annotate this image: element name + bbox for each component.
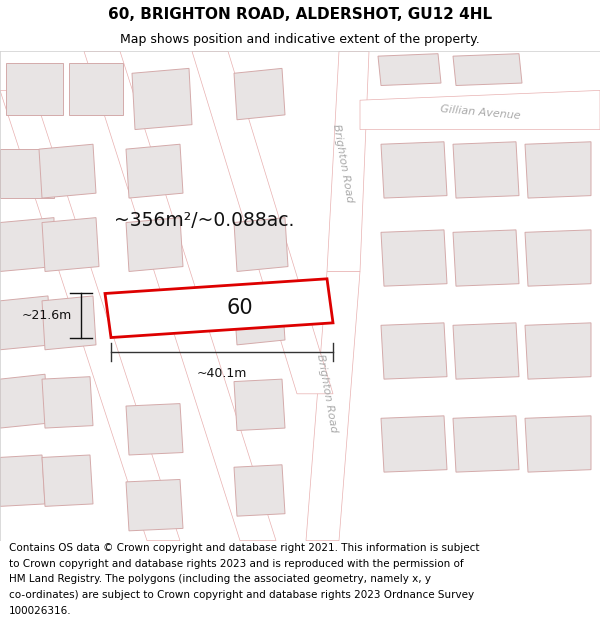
Polygon shape [306, 271, 360, 541]
Polygon shape [126, 217, 183, 271]
Polygon shape [69, 64, 123, 115]
Polygon shape [126, 479, 183, 531]
Polygon shape [42, 296, 96, 350]
Polygon shape [6, 64, 63, 115]
Polygon shape [525, 142, 591, 198]
Polygon shape [453, 230, 519, 286]
Polygon shape [126, 404, 183, 455]
Text: 100026316.: 100026316. [9, 606, 71, 616]
Polygon shape [327, 51, 369, 271]
Polygon shape [192, 51, 333, 394]
Text: 60: 60 [227, 298, 253, 318]
Polygon shape [42, 377, 93, 428]
Polygon shape [234, 296, 285, 345]
Text: Brighton Road: Brighton Road [331, 124, 355, 204]
Polygon shape [105, 279, 333, 338]
Polygon shape [42, 455, 93, 506]
Polygon shape [378, 54, 441, 86]
Polygon shape [234, 379, 285, 431]
Text: HM Land Registry. The polygons (including the associated geometry, namely x, y: HM Land Registry. The polygons (includin… [9, 574, 431, 584]
Polygon shape [360, 91, 600, 129]
Polygon shape [0, 91, 180, 541]
Polygon shape [0, 296, 51, 350]
Polygon shape [381, 142, 447, 198]
Polygon shape [0, 149, 54, 198]
Polygon shape [381, 416, 447, 472]
Polygon shape [234, 465, 285, 516]
Polygon shape [453, 323, 519, 379]
Polygon shape [0, 455, 45, 506]
Polygon shape [525, 230, 591, 286]
Text: ~40.1m: ~40.1m [197, 367, 247, 380]
Polygon shape [0, 374, 48, 428]
Polygon shape [453, 416, 519, 472]
Polygon shape [525, 416, 591, 472]
Polygon shape [0, 217, 54, 271]
Text: ~21.6m: ~21.6m [22, 309, 72, 322]
Text: 60, BRIGHTON ROAD, ALDERSHOT, GU12 4HL: 60, BRIGHTON ROAD, ALDERSHOT, GU12 4HL [108, 7, 492, 22]
Polygon shape [525, 323, 591, 379]
Text: Gillian Avenue: Gillian Avenue [439, 104, 521, 121]
Polygon shape [132, 68, 192, 129]
Text: to Crown copyright and database rights 2023 and is reproduced with the permissio: to Crown copyright and database rights 2… [9, 559, 464, 569]
Polygon shape [42, 217, 99, 271]
Polygon shape [453, 142, 519, 198]
Polygon shape [39, 144, 96, 198]
Polygon shape [453, 54, 522, 86]
Text: ~356m²/~0.088ac.: ~356m²/~0.088ac. [114, 211, 294, 229]
Polygon shape [126, 144, 183, 198]
Polygon shape [381, 323, 447, 379]
Polygon shape [234, 68, 285, 120]
Text: Brighton Road: Brighton Road [315, 354, 339, 434]
Polygon shape [381, 230, 447, 286]
Polygon shape [234, 217, 288, 271]
Text: Map shows position and indicative extent of the property.: Map shows position and indicative extent… [120, 34, 480, 46]
Text: Contains OS data © Crown copyright and database right 2021. This information is : Contains OS data © Crown copyright and d… [9, 543, 479, 553]
Polygon shape [84, 51, 276, 541]
Text: co-ordinates) are subject to Crown copyright and database rights 2023 Ordnance S: co-ordinates) are subject to Crown copyr… [9, 590, 474, 600]
